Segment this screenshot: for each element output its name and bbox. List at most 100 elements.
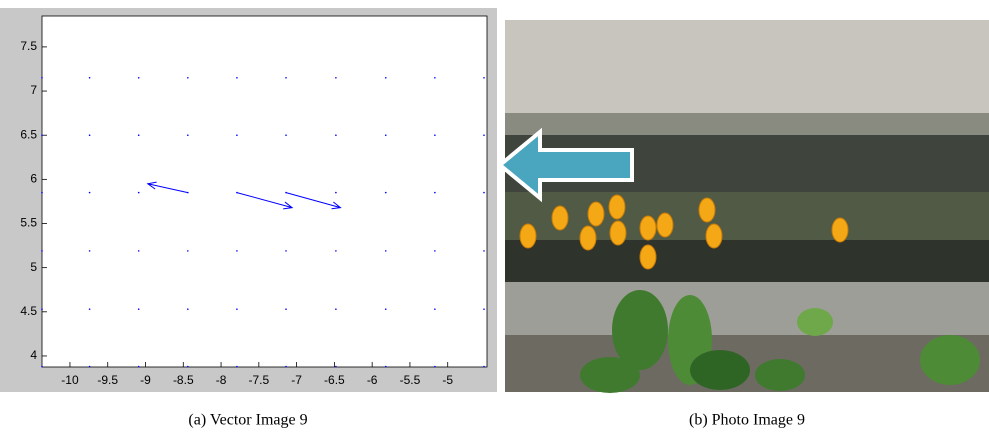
orange (520, 224, 536, 248)
grid-point (138, 250, 140, 252)
grid-point (385, 192, 387, 194)
grid-point (285, 134, 287, 136)
x-tick-label: -8.5 (173, 373, 194, 387)
grid-point (89, 250, 91, 252)
x-tick-label: -6 (367, 373, 378, 387)
grid-point (187, 77, 189, 79)
leaf (580, 357, 640, 393)
grid-point (89, 366, 91, 368)
axes (42, 16, 487, 367)
orange (640, 245, 656, 269)
orange (699, 198, 715, 222)
leaf (797, 308, 833, 336)
x-tick-label: -5 (442, 373, 453, 387)
grid-point (434, 366, 436, 368)
x-tick-label: -9 (140, 373, 151, 387)
grid-point (483, 366, 485, 368)
grid-point (483, 192, 485, 194)
y-tick-label: 5.5 (20, 216, 37, 230)
grid-point (483, 134, 485, 136)
curb (505, 282, 989, 337)
orange (609, 195, 625, 219)
grid-point (434, 77, 436, 79)
orange (580, 226, 596, 250)
y-tick-label: 6 (30, 172, 37, 186)
grid-point (335, 77, 337, 79)
y-tick-label: 5 (30, 260, 37, 274)
grid-point (483, 77, 485, 79)
figure: (a) Vector Image 9 (b) Photo Image 9 -10… (0, 0, 989, 435)
leaf (612, 290, 668, 370)
y-tick-label: 4 (30, 348, 37, 362)
grid-point (385, 366, 387, 368)
moss (505, 192, 989, 242)
orange (832, 218, 848, 242)
orange (706, 224, 722, 248)
grid-point (335, 134, 337, 136)
orange (657, 213, 673, 237)
grid-point (187, 250, 189, 252)
grid-point (89, 308, 91, 310)
leaf (920, 335, 980, 385)
y-tick-label: 7 (30, 83, 37, 97)
grid-point (434, 134, 436, 136)
ledge (505, 113, 989, 138)
grid-point (385, 134, 387, 136)
grid-point (138, 366, 140, 368)
y-tick-label: 7.5 (20, 39, 37, 53)
ditch-floor (505, 240, 989, 282)
x-tick-label: -9.5 (97, 373, 118, 387)
grid-point (236, 250, 238, 252)
x-tick-label: -6.5 (324, 373, 345, 387)
leaf (690, 350, 750, 390)
grid-point (187, 134, 189, 136)
grid-point (483, 250, 485, 252)
grid-point (41, 366, 43, 368)
grid-point (138, 308, 140, 310)
grid-point (89, 77, 91, 79)
grid-point (335, 250, 337, 252)
page: (a) Vector Image 9 (b) Photo Image 9 -10… (0, 0, 989, 440)
grid-point (385, 250, 387, 252)
grid-point (285, 308, 287, 310)
orange (588, 202, 604, 226)
grid-point (138, 77, 140, 79)
grid-point (434, 250, 436, 252)
grid-point (434, 308, 436, 310)
orange (640, 216, 656, 240)
grid-point (41, 250, 43, 252)
grid-point (41, 77, 43, 79)
grid-point (236, 308, 238, 310)
grid-point (187, 366, 189, 368)
grid-point (385, 77, 387, 79)
grid-point (285, 250, 287, 252)
grid-point (285, 366, 287, 368)
grid-point (41, 308, 43, 310)
grid-point (434, 192, 436, 194)
photo (500, 20, 989, 393)
y-tick-label: 4.5 (20, 304, 37, 318)
grid-point (138, 192, 140, 194)
grid-point (335, 192, 337, 194)
x-tick-label: -7.5 (248, 373, 269, 387)
x-tick-label: -8 (216, 373, 227, 387)
grid-point (187, 308, 189, 310)
x-tick-label: -5.5 (400, 373, 421, 387)
caption: (a) Vector Image 9 (188, 412, 307, 429)
upper-wall (505, 20, 989, 115)
leaf (755, 359, 805, 391)
grid-point (335, 308, 337, 310)
grid-point (89, 192, 91, 194)
x-tick-label: -7 (291, 373, 302, 387)
grid-point (335, 366, 337, 368)
orange (552, 206, 568, 230)
grid-point (41, 192, 43, 194)
grid-point (236, 366, 238, 368)
grid-point (236, 77, 238, 79)
grid-point (483, 308, 485, 310)
orange (610, 221, 626, 245)
grid-point (385, 308, 387, 310)
grid-point (89, 134, 91, 136)
caption: (b) Photo Image 9 (689, 412, 805, 429)
grid-point (285, 77, 287, 79)
